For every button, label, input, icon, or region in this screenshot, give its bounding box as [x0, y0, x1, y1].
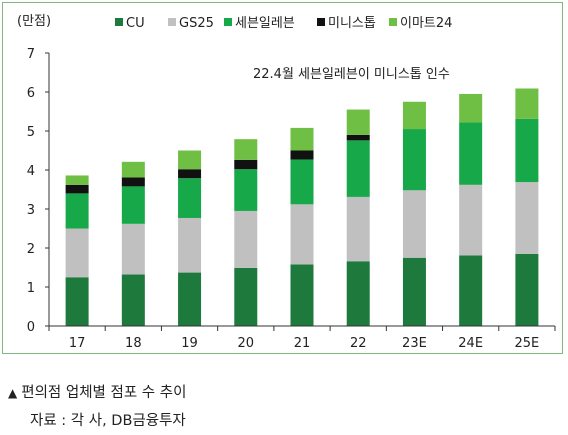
bar-gs25-24e — [459, 184, 483, 256]
x-axis: 17 18 19 20 21 22 23E 24E 25E — [48, 325, 556, 351]
x-tick-label: 17 — [69, 336, 86, 351]
bar-cu-20 — [234, 267, 258, 326]
source-note: 자료 : 각 사, DB금융투자 — [30, 413, 186, 429]
bar-cu-22 — [346, 261, 370, 326]
x-tick-label: 25E — [515, 336, 540, 351]
bar-gs25-19 — [178, 217, 202, 273]
y-tick-label: 6 — [27, 86, 35, 101]
y-tick-label: 5 — [27, 125, 35, 140]
y-tick-label: 3 — [27, 203, 35, 218]
legend-swatch-미니스톱 — [317, 18, 325, 26]
legend-label-세븐일레븐: 세븐일레븐 — [235, 16, 295, 31]
bar-세븐일레븐-21 — [290, 159, 314, 205]
bar-gs25-21 — [290, 204, 314, 265]
bar-미니스톱-21 — [290, 150, 314, 160]
figure-caption: ▲ 편의점 업체별 점포 수 추이 — [8, 381, 186, 402]
y-tick-label: 7 — [27, 47, 35, 62]
bar-이마트24-18 — [121, 161, 145, 178]
x-tick-label: 20 — [238, 336, 255, 351]
chart-annotation: 22.4월 세븐일레븐이 미니스톱 인수 — [253, 67, 450, 82]
bar-세븐일레븐-17 — [65, 193, 89, 229]
bar-cu-25e — [515, 253, 539, 326]
bar-이마트24-21 — [290, 127, 314, 151]
bar-cu-21 — [290, 264, 314, 326]
y-tick-label: 1 — [27, 281, 35, 296]
bar-gs25-18 — [121, 223, 145, 275]
y-tick-label: 2 — [27, 242, 35, 257]
bar-gs25-20 — [234, 210, 258, 268]
bar-세븐일레븐-18 — [121, 186, 145, 224]
legend-label-cu: CU — [126, 16, 145, 31]
x-tick-label: 18 — [125, 336, 142, 351]
bar-미니스톱-18 — [121, 177, 145, 187]
legend: CU GS25 세븐일레븐 미니스톱 이마트24 — [115, 16, 452, 31]
bar-세븐일레븐-19 — [178, 178, 202, 218]
legend-label-미니스톱: 미니스톱 — [328, 16, 376, 31]
legend-swatch-gs25 — [168, 18, 176, 26]
bar-이마트24-20 — [234, 139, 258, 160]
bar-이마트24-25e — [515, 88, 539, 119]
bar-세븐일레븐-25e — [515, 118, 539, 183]
bar-이마트24-22 — [346, 109, 370, 135]
bar-세븐일레븐-20 — [234, 169, 258, 211]
y-axis-unit-label: (만점) — [17, 14, 51, 29]
bar-세븐일레븐-23e — [402, 129, 426, 191]
bar-이마트24-19 — [178, 150, 202, 170]
bar-cu-24e — [459, 255, 483, 326]
y-tick-label: 0 — [27, 320, 35, 335]
bar-미니스톱-17 — [65, 184, 89, 194]
legend-swatch-세븐일레븐 — [224, 18, 232, 26]
bar-미니스톱-22 — [346, 134, 370, 141]
bar-세븐일레븐-22 — [346, 140, 370, 197]
bar-이마트24-23e — [402, 101, 426, 130]
bar-미니스톱-19 — [178, 169, 202, 179]
x-tick-label: 23E — [402, 336, 427, 351]
bar-이마트24-24e — [459, 93, 483, 123]
bars-group — [65, 88, 539, 326]
legend-label-gs25: GS25 — [179, 16, 214, 31]
bar-cu-17 — [65, 277, 89, 326]
bar-세븐일레븐-24e — [459, 122, 483, 185]
x-tick-label: 22 — [350, 336, 367, 351]
x-tick-label: 24E — [458, 336, 483, 351]
x-tick-label: 19 — [181, 336, 198, 351]
bar-gs25-17 — [65, 228, 89, 278]
bar-gs25-23e — [402, 190, 426, 258]
bar-gs25-22 — [346, 196, 370, 262]
bar-이마트24-17 — [65, 175, 89, 185]
bar-cu-18 — [121, 274, 145, 326]
x-tick-label: 21 — [294, 336, 311, 351]
bar-cu-23e — [402, 257, 426, 326]
y-tick-label: 4 — [27, 164, 35, 179]
stacked-bar-chart: (만점) CU GS25 세븐일레븐 미니스톱 이마트24 22.4월 세븐일레븐이 미… — [17, 14, 556, 351]
caption-title-text: 편의점 업체별 점포 수 추이 — [21, 385, 187, 401]
legend-swatch-cu — [115, 18, 123, 26]
bar-cu-19 — [178, 272, 202, 326]
legend-swatch-이마트24 — [389, 18, 397, 26]
legend-label-이마트24: 이마트24 — [400, 16, 452, 31]
bar-gs25-25e — [515, 182, 539, 254]
triangle-marker-icon: ▲ — [8, 386, 18, 400]
chart-frame: (만점) CU GS25 세븐일레븐 미니스톱 이마트24 22.4월 세븐일레븐이 미… — [2, 2, 563, 354]
bar-미니스톱-20 — [234, 159, 258, 170]
y-axis: 0 1 2 3 4 5 6 7 — [27, 47, 50, 335]
